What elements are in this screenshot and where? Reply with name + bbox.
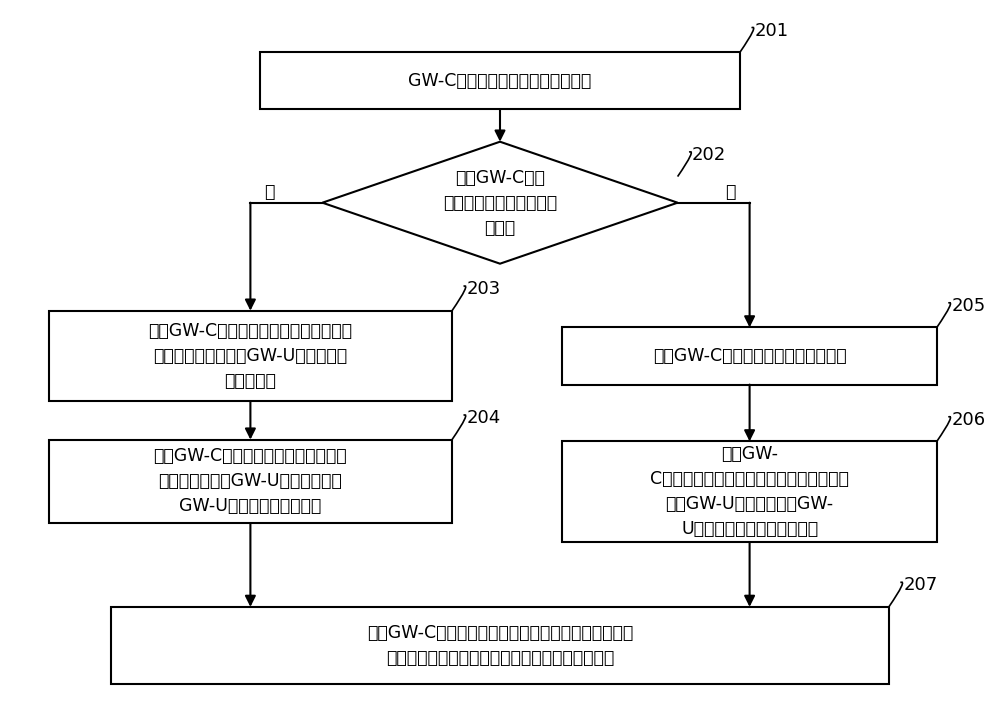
Text: 是: 是	[725, 183, 736, 201]
Text: 205: 205	[951, 297, 985, 315]
Text: 201: 201	[754, 22, 789, 40]
Text: 所述GW-C将所述数据路径配置信息发
送给用户面实体GW-U，以便于所述
GW-U建立传输数据的路径: 所述GW-C将所述数据路径配置信息发 送给用户面实体GW-U，以便于所述 GW-…	[154, 447, 347, 515]
Text: GW-C获取监听目标和监听接口地址: GW-C获取监听目标和监听接口地址	[408, 72, 592, 90]
Text: 204: 204	[466, 409, 501, 427]
Text: 所述GW-
C将修改后的所述数据路径配置信息发送给
所述GW-U，以便于所述GW-
U修改已建立传输数据的路径: 所述GW- C将修改后的所述数据路径配置信息发送给 所述GW-U，以便于所述GW…	[650, 446, 849, 539]
Text: 所述GW-C判断
所述监听目标的连接是否
已建立: 所述GW-C判断 所述监听目标的连接是否 已建立	[443, 168, 557, 237]
Text: 206: 206	[951, 411, 985, 429]
Text: 否: 否	[264, 183, 275, 201]
Bar	[49, 440, 452, 523]
Bar	[260, 52, 740, 110]
Text: 202: 202	[692, 146, 726, 164]
Bar	[562, 327, 937, 385]
Text: 所述GW-C基于所述监听接口地址向监听实体发起建立
监听接口的监听连接，以便于传输监听目标的数据: 所述GW-C基于所述监听接口地址向监听实体发起建立 监听接口的监听连接，以便于传…	[367, 624, 633, 666]
Text: 203: 203	[466, 280, 501, 298]
Polygon shape	[322, 142, 678, 264]
Text: 207: 207	[903, 576, 937, 595]
Bar	[562, 441, 937, 542]
Bar	[111, 607, 889, 684]
Bar	[49, 311, 452, 401]
Text: 所述GW-C根据所述监听目标和监听接口
地址配置用户面实体GW-U上的数据路
径配置信息: 所述GW-C根据所述监听目标和监听接口 地址配置用户面实体GW-U上的数据路 径…	[148, 322, 352, 390]
Text: 所述GW-C修改所述数据路径配置信息: 所述GW-C修改所述数据路径配置信息	[653, 347, 846, 365]
